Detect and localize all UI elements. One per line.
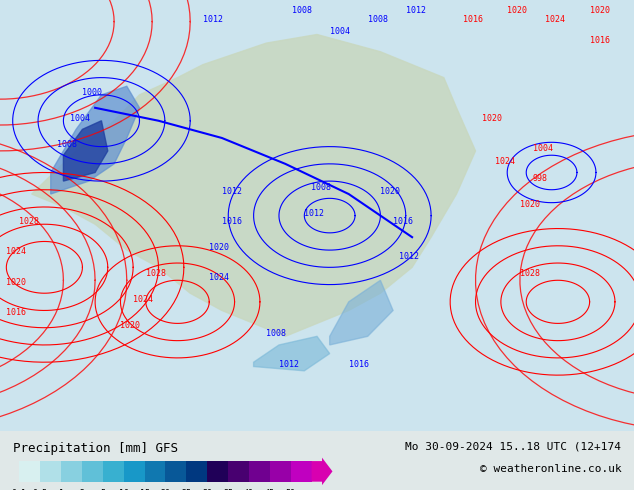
Text: 1020: 1020 — [209, 243, 230, 252]
Text: 1020: 1020 — [380, 187, 401, 196]
Text: 1012: 1012 — [203, 15, 223, 24]
Text: 30: 30 — [202, 489, 212, 490]
FancyArrow shape — [207, 461, 228, 482]
Text: 1016: 1016 — [590, 36, 610, 45]
FancyArrow shape — [82, 461, 103, 482]
FancyArrow shape — [61, 461, 82, 482]
Polygon shape — [330, 280, 393, 345]
FancyArrow shape — [19, 461, 40, 482]
Polygon shape — [32, 34, 475, 336]
FancyArrow shape — [291, 461, 311, 482]
FancyArrow shape — [186, 461, 207, 482]
Text: 35: 35 — [223, 489, 233, 490]
Text: 20: 20 — [160, 489, 171, 490]
Text: 1028: 1028 — [520, 269, 540, 278]
Text: 1012: 1012 — [279, 360, 299, 368]
Text: 1012: 1012 — [406, 6, 426, 15]
Text: 1028: 1028 — [146, 269, 166, 278]
Text: 1008: 1008 — [292, 6, 312, 15]
Text: 50: 50 — [286, 489, 295, 490]
Text: 1024: 1024 — [209, 273, 230, 282]
Text: 15: 15 — [139, 489, 150, 490]
FancyArrow shape — [228, 461, 249, 482]
Text: Precipitation [mm] GFS: Precipitation [mm] GFS — [13, 442, 178, 455]
Text: 1008: 1008 — [311, 183, 331, 192]
FancyArrow shape — [145, 461, 165, 482]
Text: 45: 45 — [265, 489, 275, 490]
Text: 998: 998 — [533, 174, 548, 183]
Text: 1004: 1004 — [70, 114, 90, 122]
Text: 1024: 1024 — [495, 157, 515, 166]
FancyArrow shape — [124, 461, 145, 482]
Text: 1020: 1020 — [6, 278, 27, 287]
Text: 25: 25 — [181, 489, 191, 490]
Text: 1024: 1024 — [545, 15, 566, 24]
Text: 1016: 1016 — [463, 15, 483, 24]
FancyArrow shape — [311, 458, 332, 485]
Text: 1004: 1004 — [533, 144, 553, 153]
Polygon shape — [63, 121, 108, 181]
Text: 1008: 1008 — [266, 329, 287, 338]
Text: 1020: 1020 — [507, 6, 527, 15]
Text: Mo 30-09-2024 15..18 UTC (12+174: Mo 30-09-2024 15..18 UTC (12+174 — [405, 442, 621, 452]
FancyArrow shape — [40, 461, 61, 482]
Polygon shape — [254, 336, 330, 371]
Text: 40: 40 — [244, 489, 254, 490]
Text: 1024: 1024 — [6, 247, 27, 256]
Text: 5: 5 — [100, 489, 105, 490]
Text: 0.1: 0.1 — [12, 489, 27, 490]
Text: 1020: 1020 — [590, 6, 610, 15]
Text: 0.5: 0.5 — [33, 489, 48, 490]
Text: 1000: 1000 — [82, 88, 103, 97]
Text: 1016: 1016 — [6, 308, 27, 317]
Text: 1028: 1028 — [19, 217, 39, 226]
Text: 10: 10 — [119, 489, 129, 490]
Text: 1020: 1020 — [520, 200, 540, 209]
Text: 1016: 1016 — [393, 217, 413, 226]
FancyArrow shape — [249, 461, 270, 482]
Polygon shape — [51, 86, 139, 194]
Text: 1012: 1012 — [399, 252, 420, 261]
FancyArrow shape — [270, 461, 291, 482]
Text: 1016: 1016 — [222, 217, 242, 226]
Text: 1: 1 — [58, 489, 63, 490]
Text: 1020: 1020 — [120, 321, 141, 330]
Text: 2: 2 — [79, 489, 84, 490]
FancyArrow shape — [165, 461, 186, 482]
FancyArrow shape — [103, 461, 124, 482]
Text: 1012: 1012 — [222, 187, 242, 196]
Text: 1008: 1008 — [57, 140, 77, 148]
Text: © weatheronline.co.uk: © weatheronline.co.uk — [479, 465, 621, 474]
Text: 1012: 1012 — [304, 209, 325, 218]
Text: 1008: 1008 — [368, 15, 388, 24]
Text: 1024: 1024 — [133, 295, 153, 304]
Text: 1020: 1020 — [482, 114, 502, 122]
Text: 1016: 1016 — [349, 360, 369, 368]
Text: 1004: 1004 — [330, 27, 350, 36]
